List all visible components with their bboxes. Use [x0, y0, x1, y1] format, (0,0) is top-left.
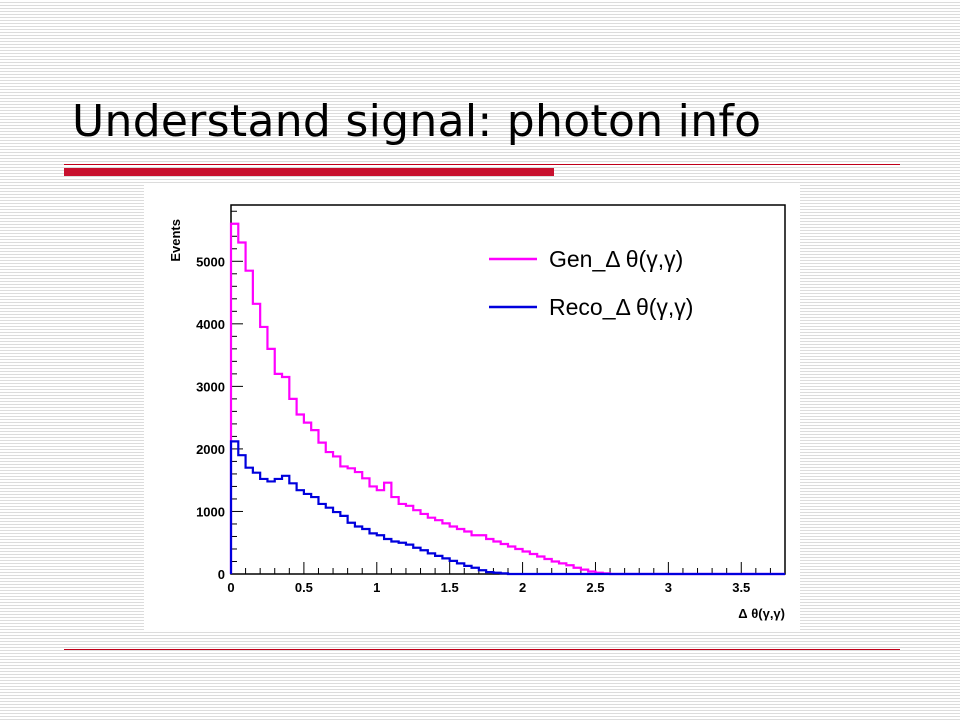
series-0-histogram — [229, 222, 785, 576]
y-tick-label: 5000 — [196, 254, 225, 269]
x-tick-label: 1 — [373, 580, 380, 595]
y-tick-label: 4000 — [196, 317, 225, 332]
legend-label-1: Reco_Δ θ(γ,γ) — [549, 294, 693, 320]
histogram-panel: 0 1000 2000 3000 4000 5000 0 0.5 1 1.5 2 2.5 3 3.5 Δ θ… — [144, 184, 800, 632]
slide-title: Understand signal: photon info — [72, 96, 762, 147]
y-axis-title: Events — [168, 219, 183, 262]
x-tick-label: 2 — [519, 580, 526, 595]
y-tick-label: 1000 — [196, 504, 225, 519]
x-tick-label: 0 — [227, 580, 234, 595]
x-axis-title: Δ θ(γ,γ) — [738, 606, 785, 621]
y-tick-label: 2000 — [196, 442, 225, 457]
y-tick-label: 0 — [218, 567, 225, 582]
x-tick-label: 0.5 — [295, 580, 313, 595]
x-tick-label: 3.5 — [732, 580, 750, 595]
series-1-histogram — [229, 440, 785, 576]
x-tick-label: 3 — [665, 580, 672, 595]
x-tick-label: 2.5 — [586, 580, 604, 595]
y-tick-label: 3000 — [196, 379, 225, 394]
histogram-chart: 0 1000 2000 3000 4000 5000 0 0.5 1 1.5 2 2.5 3 3.5 Δ θ… — [168, 204, 786, 621]
x-tick-label: 1.5 — [441, 580, 459, 595]
legend-label-0: Gen_Δ θ(γ,γ) — [549, 246, 683, 272]
plot-frame — [230, 204, 786, 575]
title-rule-thin — [64, 164, 900, 165]
footer-rule — [64, 649, 900, 650]
title-rule-accent — [64, 168, 554, 176]
